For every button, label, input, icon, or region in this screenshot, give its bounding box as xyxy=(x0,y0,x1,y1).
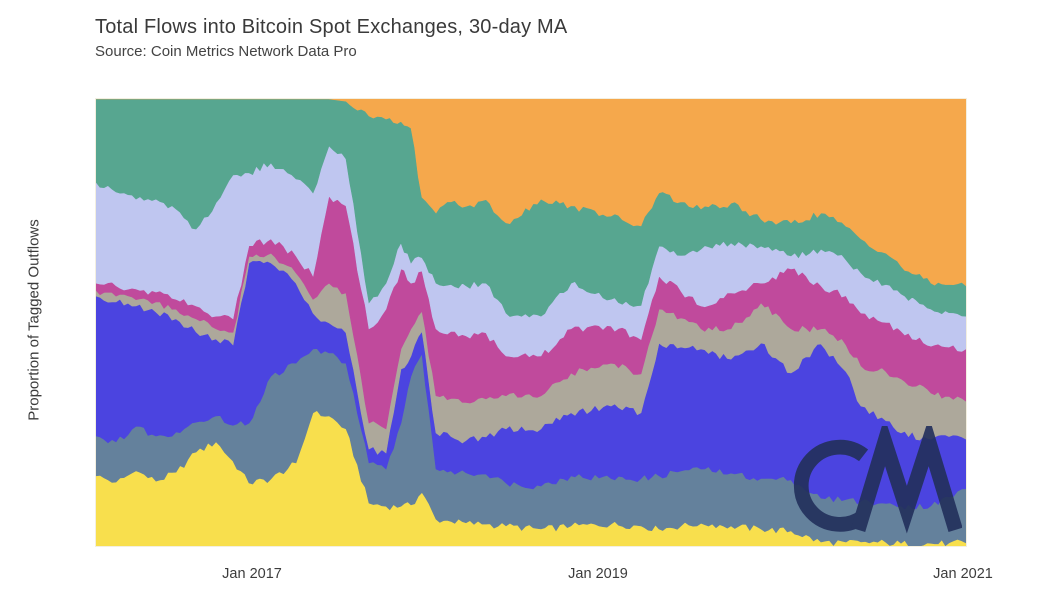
x-tick-label: Jan 2019 xyxy=(568,566,628,582)
logo-c-glyph xyxy=(793,439,869,532)
plot-area xyxy=(95,98,967,547)
y-axis-label: Proportion of Tagged Outflows xyxy=(25,219,43,421)
chart-subtitle: Source: Coin Metrics Network Data Pro xyxy=(95,43,357,60)
x-tick-label: Jan 2021 xyxy=(933,566,993,582)
coinmetrics-logo xyxy=(793,426,962,534)
x-tick-label: Jan 2017 xyxy=(222,566,282,582)
chart-title: Total Flows into Bitcoin Spot Exchanges,… xyxy=(95,16,568,38)
x-axis: Jan 2017 Jan 2019 Jan 2021 xyxy=(0,566,1047,588)
logo-m-glyph xyxy=(851,426,962,534)
stacked-area-chart xyxy=(96,99,966,546)
area-band-orange xyxy=(96,99,966,287)
